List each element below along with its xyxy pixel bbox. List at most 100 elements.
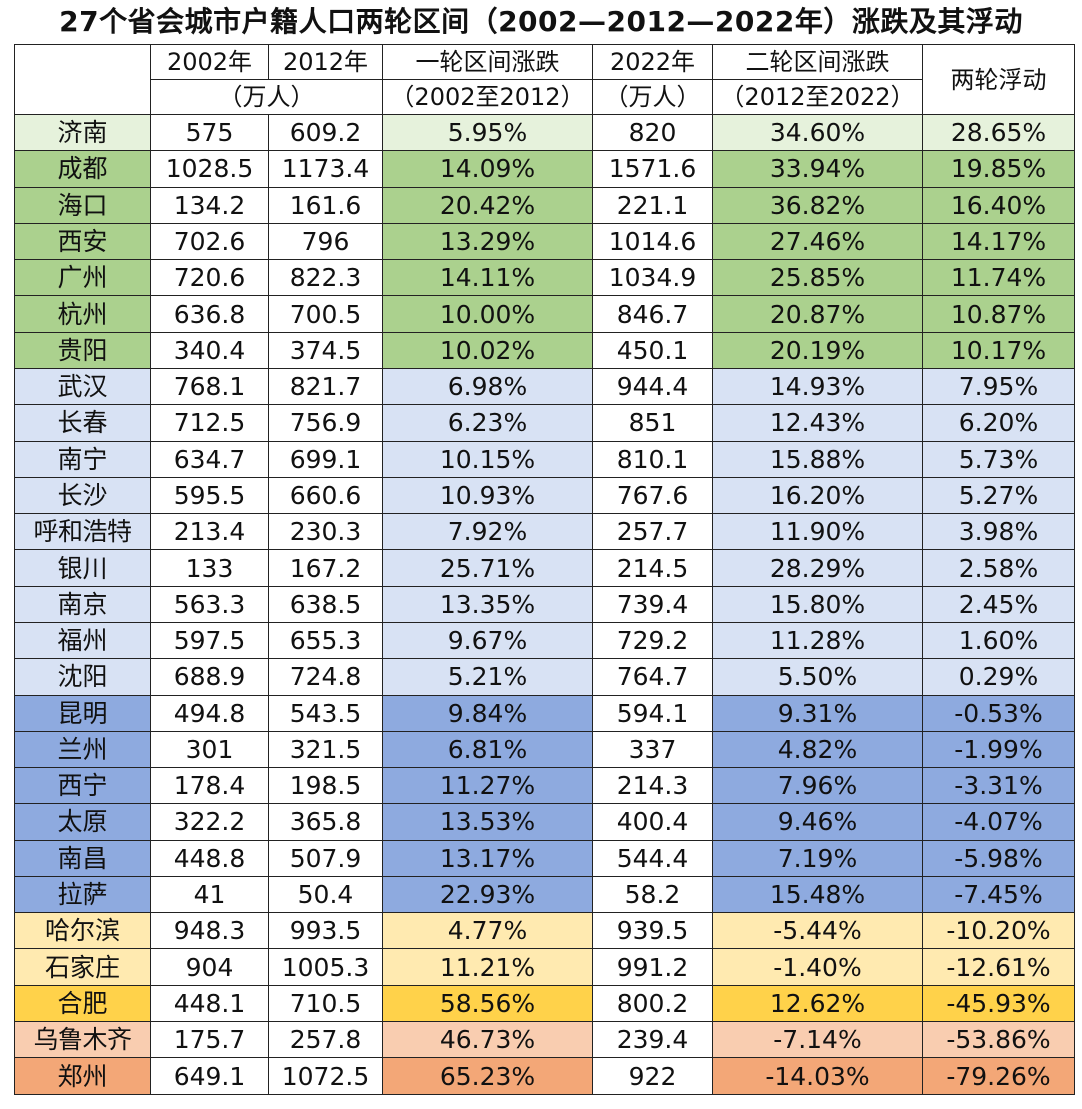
pop-2012-cell: 796 xyxy=(268,222,383,261)
round1-change-cell: 6.23% xyxy=(382,404,593,442)
pop-2022-cell: 1014.6 xyxy=(592,222,713,261)
round2-change-cell: 34.60% xyxy=(712,113,923,152)
table-row: 郑州 649.1 1072.5 65.23% 922 -14.03% -79.26% xyxy=(14,1057,1075,1095)
float-cell: 6.20% xyxy=(922,404,1075,442)
round1-change-cell: 10.93% xyxy=(382,476,593,515)
float-cell: 5.73% xyxy=(922,440,1075,478)
pop-2012-cell: 609.2 xyxy=(268,113,383,152)
table-row: 贵阳 340.4 374.5 10.02% 450.1 20.19% 10.17% xyxy=(14,331,1075,369)
header-round2-range: （2012至2022） xyxy=(712,79,923,115)
round1-change-cell: 10.15% xyxy=(382,440,593,478)
table-row: 哈尔滨 948.3 993.5 4.77% 939.5 -5.44% -10.20% xyxy=(14,912,1075,950)
pop-2022-cell: 991.2 xyxy=(592,948,713,986)
header-float: 两轮浮动 xyxy=(922,44,1075,115)
round2-change-cell: -1.40% xyxy=(712,948,923,986)
table-row: 西安 702.6 796 13.29% 1014.6 27.46% 14.17% xyxy=(14,222,1075,261)
float-cell: -10.20% xyxy=(922,912,1075,950)
table-row: 南京 563.3 638.5 13.35% 739.4 15.80% 2.45% xyxy=(14,585,1075,623)
pop-2002-cell: 175.7 xyxy=(150,1021,269,1059)
city-cell: 沈阳 xyxy=(14,658,151,696)
float-cell: -12.61% xyxy=(922,948,1075,986)
pop-2022-cell: 739.4 xyxy=(592,585,713,623)
pop-2002-cell: 1028.5 xyxy=(150,150,269,188)
round1-change-cell: 5.21% xyxy=(382,658,593,696)
pop-2022-cell: 939.5 xyxy=(592,912,713,950)
float-cell: -0.53% xyxy=(922,694,1075,732)
float-cell: 5.27% xyxy=(922,476,1075,515)
round1-change-cell: 14.11% xyxy=(382,259,593,297)
pop-2012-cell: 1005.3 xyxy=(268,948,383,986)
pop-2012-cell: 365.8 xyxy=(268,803,383,841)
header-row-2: （万人） （2002至2012） （万人） （2012至2022） xyxy=(15,79,1075,115)
round1-change-cell: 9.84% xyxy=(382,694,593,732)
float-cell: 14.17% xyxy=(922,222,1075,261)
float-cell: 28.65% xyxy=(922,113,1075,152)
float-cell: -79.26% xyxy=(922,1057,1075,1095)
float-cell: 10.87% xyxy=(922,295,1075,333)
pop-2002-cell: 322.2 xyxy=(150,803,269,841)
pop-2022-cell: 400.4 xyxy=(592,803,713,841)
pop-2002-cell: 768.1 xyxy=(150,367,269,406)
city-cell: 南昌 xyxy=(14,839,151,877)
city-cell: 长沙 xyxy=(14,476,151,515)
pop-2002-cell: 712.5 xyxy=(150,404,269,442)
round1-change-cell: 25.71% xyxy=(382,549,593,587)
round2-change-cell: 7.19% xyxy=(712,839,923,877)
city-cell: 南京 xyxy=(14,585,151,623)
table-header: 2002年 2012年 一轮区间涨跌 2022年 二轮区间涨跌 两轮浮动 （万人… xyxy=(14,44,1075,115)
pop-2012-cell: 699.1 xyxy=(268,440,383,478)
round1-change-cell: 6.98% xyxy=(382,367,593,406)
city-cell: 西宁 xyxy=(14,767,151,805)
city-cell: 长春 xyxy=(14,404,151,442)
pop-2022-cell: 214.3 xyxy=(592,767,713,805)
pop-2012-cell: 822.3 xyxy=(268,259,383,297)
pop-2022-cell: 1571.6 xyxy=(592,150,713,188)
float-cell: -1.99% xyxy=(922,730,1075,769)
round2-change-cell: 12.62% xyxy=(712,984,923,1023)
float-cell: 0.29% xyxy=(922,658,1075,696)
pop-2002-cell: 595.5 xyxy=(150,476,269,515)
table-row: 太原 322.2 365.8 13.53% 400.4 9.46% -4.07% xyxy=(14,803,1075,841)
round2-change-cell: 5.50% xyxy=(712,658,923,696)
round2-change-cell: 33.94% xyxy=(712,150,923,188)
round2-change-cell: 20.19% xyxy=(712,331,923,369)
table-row: 呼和浩特 213.4 230.3 7.92% 257.7 11.90% 3.98% xyxy=(14,513,1075,551)
header-2022: 2022年 xyxy=(592,44,713,80)
page-title: 27个省会城市户籍人口两轮区间（2002—2012—2022年）涨跌及其浮动 xyxy=(59,5,1023,38)
pop-2022-cell: 58.2 xyxy=(592,875,713,914)
city-cell: 广州 xyxy=(14,259,151,297)
pop-2022-cell: 594.1 xyxy=(592,694,713,732)
float-cell: 1.60% xyxy=(922,621,1075,660)
round2-change-cell: 15.48% xyxy=(712,875,923,914)
round1-change-cell: 46.73% xyxy=(382,1021,593,1059)
pop-2002-cell: 634.7 xyxy=(150,440,269,478)
city-cell: 哈尔滨 xyxy=(14,912,151,950)
pop-2002-cell: 649.1 xyxy=(150,1057,269,1095)
header-round1: 一轮区间涨跌 xyxy=(382,44,593,80)
table-row: 拉萨 41 50.4 22.93% 58.2 15.48% -7.45% xyxy=(14,875,1075,914)
table-row: 昆明 494.8 543.5 9.84% 594.1 9.31% -0.53% xyxy=(14,694,1075,732)
pop-2012-cell: 700.5 xyxy=(268,295,383,333)
pop-2002-cell: 301 xyxy=(150,730,269,769)
table-row: 沈阳 688.9 724.8 5.21% 764.7 5.50% 0.29% xyxy=(14,658,1075,696)
pop-2022-cell: 851 xyxy=(592,404,713,442)
city-cell: 呼和浩特 xyxy=(14,513,151,551)
pop-2022-cell: 846.7 xyxy=(592,295,713,333)
pop-2012-cell: 724.8 xyxy=(268,658,383,696)
round2-change-cell: 12.43% xyxy=(712,404,923,442)
city-cell: 石家庄 xyxy=(14,948,151,986)
round1-change-cell: 10.02% xyxy=(382,331,593,369)
round1-change-cell: 13.29% xyxy=(382,222,593,261)
pop-2012-cell: 50.4 xyxy=(268,875,383,914)
pop-2022-cell: 810.1 xyxy=(592,440,713,478)
pop-2012-cell: 257.8 xyxy=(268,1021,383,1059)
table-row: 广州 720.6 822.3 14.11% 1034.9 25.85% 11.74% xyxy=(14,259,1075,297)
round1-change-cell: 11.27% xyxy=(382,767,593,805)
city-cell: 合肥 xyxy=(14,984,151,1023)
pop-2012-cell: 161.6 xyxy=(268,186,383,224)
pop-2012-cell: 198.5 xyxy=(268,767,383,805)
table-row: 西宁 178.4 198.5 11.27% 214.3 7.96% -3.31% xyxy=(14,767,1075,805)
table-row: 杭州 636.8 700.5 10.00% 846.7 20.87% 10.87% xyxy=(14,295,1075,333)
float-cell: -45.93% xyxy=(922,984,1075,1023)
round2-change-cell: -5.44% xyxy=(712,912,923,950)
